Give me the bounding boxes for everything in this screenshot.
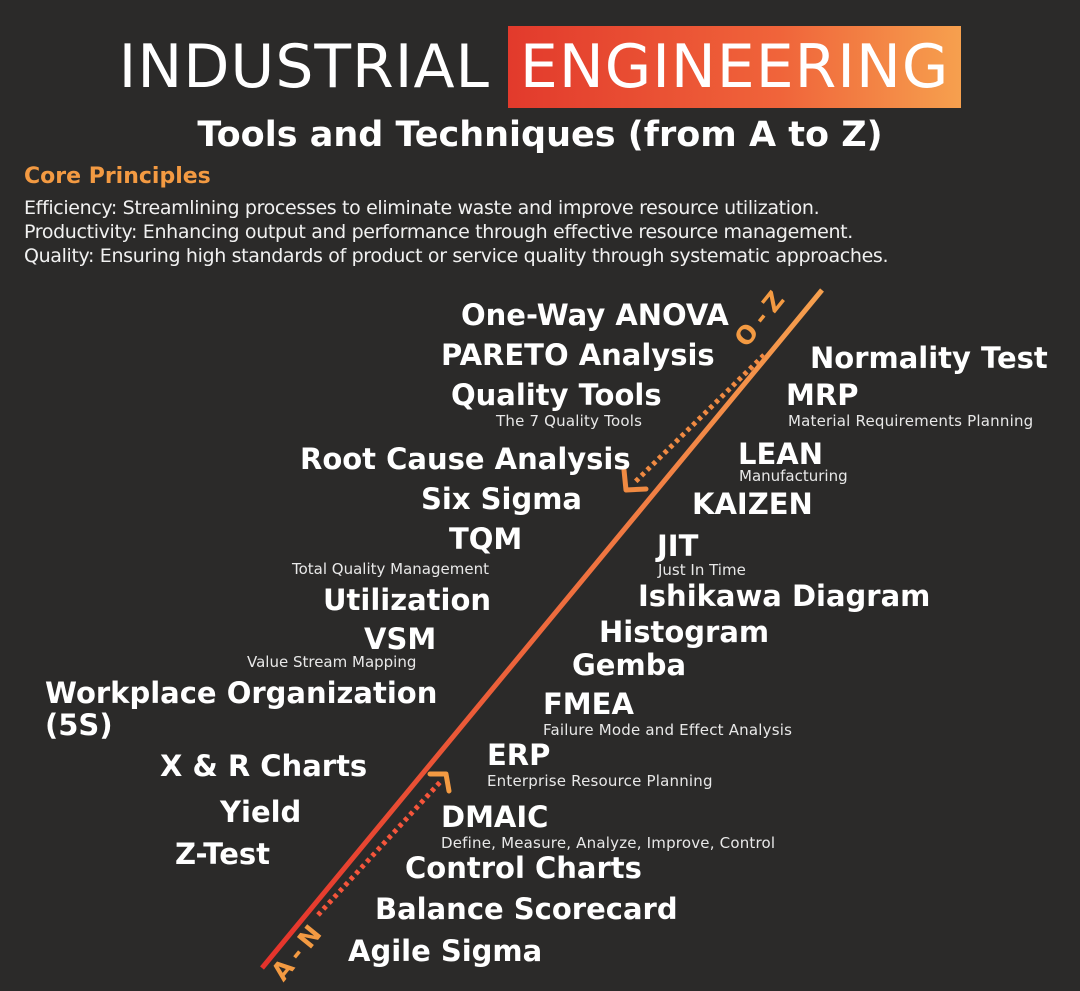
title-highlight-box: ENGINEERING bbox=[507, 26, 962, 108]
tool-quality-tools: Quality Tools The 7 Quality Tools bbox=[451, 378, 662, 430]
tool-normality-test: Normality Test bbox=[810, 341, 1048, 375]
arrow-up-dotted bbox=[316, 771, 452, 917]
tool-workplace-organization: Workplace Organization (5S) bbox=[45, 676, 438, 742]
subtitle: Tools and Techniques (from A to Z) bbox=[197, 115, 883, 155]
tool-six-sigma: Six Sigma bbox=[421, 482, 583, 516]
tool-vsm: VSM bbox=[364, 622, 437, 656]
tool-mrp: MRP Material Requirements Planning bbox=[786, 378, 1034, 430]
tool-vsm-sub: Value Stream Mapping bbox=[247, 653, 417, 671]
title-highlight: ENGINEERING bbox=[519, 32, 950, 102]
tool-jit-sub: Just In Time bbox=[658, 561, 746, 579]
tool-balance-scorecard: Balance Scorecard bbox=[375, 892, 678, 926]
tool-control-charts: Control Charts bbox=[405, 851, 642, 885]
tool-tqm-sub: Total Quality Management bbox=[292, 560, 489, 578]
tool-lean-sub: Manufacturing bbox=[739, 467, 848, 485]
tool-z-test: Z-Test bbox=[175, 837, 271, 871]
tool-agile-sigma: Agile Sigma bbox=[348, 934, 543, 968]
principle-productivity: Productivity: Enhancing output and perfo… bbox=[24, 221, 853, 243]
tool-erp: ERP Enterprise Resource Planning bbox=[487, 738, 713, 790]
tool-fmea: FMEA Failure Mode and Effect Analysis bbox=[543, 687, 793, 739]
core-principles-label: Core Principles bbox=[24, 164, 211, 189]
label-o-z: O-Z bbox=[729, 281, 794, 352]
tool-dmaic: DMAIC Define, Measure, Analyze, Improve, … bbox=[441, 800, 776, 852]
title: INDUSTRIAL ENGINEERING bbox=[0, 26, 1080, 108]
tool-gemba: Gemba bbox=[572, 648, 687, 682]
diagonal-line bbox=[260, 288, 824, 970]
principle-efficiency: Efficiency: Streamlining processes to el… bbox=[24, 197, 820, 219]
tool-x-r-charts: X & R Charts bbox=[160, 749, 368, 783]
tool-yield: Yield bbox=[220, 795, 302, 829]
arrow-down-dotted bbox=[621, 353, 766, 493]
tool-jit: JIT bbox=[657, 529, 699, 563]
tool-histogram: Histogram bbox=[599, 615, 770, 649]
dashed-divider bbox=[219, 169, 1080, 185]
tool-one-way-anova: One-Way ANOVA bbox=[461, 298, 729, 332]
tool-kaizen: KAIZEN bbox=[692, 487, 813, 521]
tool-ishikawa-diagram: Ishikawa Diagram bbox=[638, 579, 931, 613]
tool-pareto-analysis: PARETO Analysis bbox=[441, 338, 715, 372]
principles-list: Efficiency: Streamlining processes to el… bbox=[24, 196, 1074, 268]
tool-lean: LEAN bbox=[738, 437, 824, 471]
principle-quality: Quality: Ensuring high standards of prod… bbox=[24, 245, 889, 267]
tool-tqm: TQM bbox=[449, 522, 523, 556]
tool-root-cause-analysis: Root Cause Analysis bbox=[300, 442, 631, 476]
tool-utilization: Utilization bbox=[323, 583, 492, 617]
title-plain: INDUSTRIAL bbox=[118, 32, 490, 102]
